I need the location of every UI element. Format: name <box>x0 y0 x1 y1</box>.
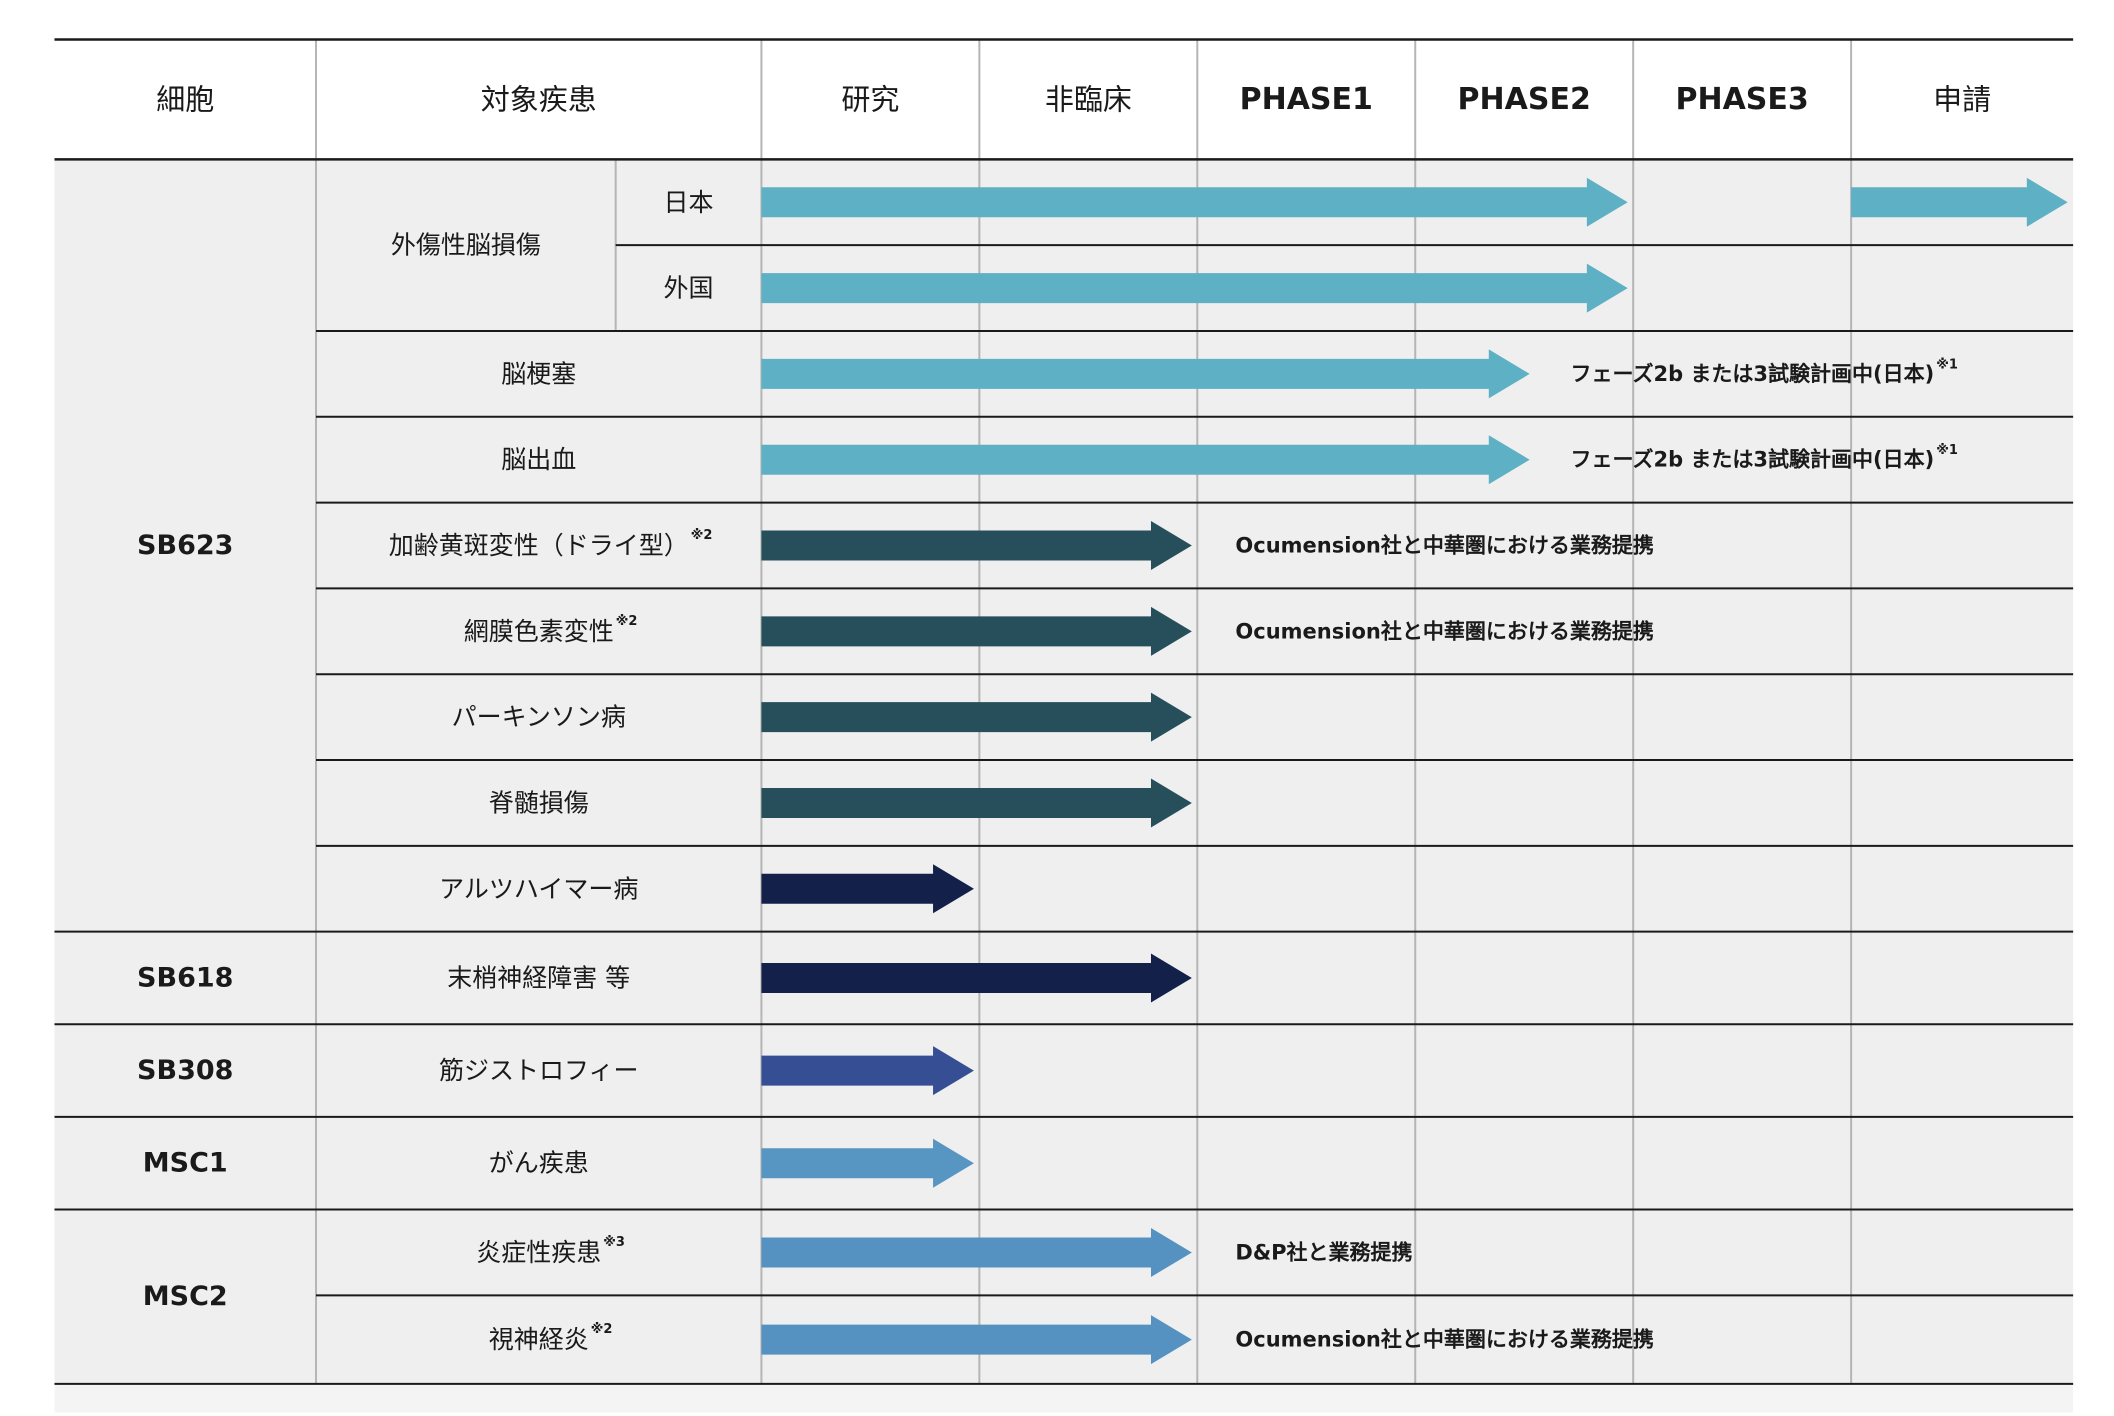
cell-name: MSC1 <box>143 1148 228 1179</box>
disease-label: がん疾患 <box>489 1149 589 1178</box>
status-note: フェーズ2b または3試験計画中(日本) <box>1571 362 1935 386</box>
region-label: 日本 <box>664 188 714 217</box>
disease-label: 脳梗塞 <box>501 359 576 388</box>
progress-arrow <box>761 263 1628 313</box>
progress-arrow <box>1851 177 2068 227</box>
disease-label: パーキンソン病 <box>452 703 626 732</box>
cell-name: SB623 <box>137 530 233 561</box>
progress-arrow <box>761 953 1192 1003</box>
header-phase-label: PHASE3 <box>1675 82 1808 117</box>
progress-arrow <box>761 1315 1192 1365</box>
disease-label: 筋ジストロフィー <box>439 1056 639 1085</box>
disease-label: 炎症性疾患 <box>476 1238 601 1267</box>
header-disease-label: 対象疾患 <box>481 82 597 116</box>
disease-label: 網膜色素変性 <box>464 617 614 646</box>
disease-label: 脳出血 <box>501 445 576 474</box>
footnote-marker: ※2 <box>591 1322 613 1337</box>
status-note: Ocumension社と中華圏における業務提携 <box>1235 534 1653 558</box>
progress-arrow <box>761 778 1192 828</box>
progress-arrow <box>761 606 1192 656</box>
disease-label: 外傷性脳損傷 <box>391 231 541 260</box>
progress-arrow <box>761 1046 974 1096</box>
status-note: Ocumension社と中華圏における業務提携 <box>1235 619 1653 643</box>
disease-label: アルツハイマー病 <box>439 874 638 903</box>
status-note: D&P社と業務提携 <box>1235 1240 1412 1264</box>
progress-arrow <box>761 349 1530 399</box>
region-label: 外国 <box>664 274 714 303</box>
cell-name: SB308 <box>137 1055 233 1086</box>
table-body-background <box>54 159 2074 1384</box>
disease-label: 視神経炎 <box>489 1325 589 1354</box>
cell-name: SB618 <box>137 962 233 993</box>
footnote-marker: ※2 <box>691 528 713 543</box>
disease-label: 加齢黄斑変性（ドライ型） <box>389 531 689 560</box>
header-cell-label: 細胞 <box>156 82 214 116</box>
header-phase-label: 申請 <box>1933 82 1991 116</box>
footnote-marker: ※2 <box>616 614 638 629</box>
status-note: Ocumension社と中華圏における業務提携 <box>1235 1328 1653 1352</box>
progress-arrow <box>761 864 974 914</box>
progress-arrow <box>761 1227 1192 1277</box>
header-phase-label: 非臨床 <box>1045 82 1132 116</box>
status-note: フェーズ2b または3試験計画中(日本) <box>1571 448 1935 472</box>
progress-arrow <box>761 521 1192 571</box>
table-footer-band <box>54 1383 2074 1413</box>
disease-label: 脊髄損傷 <box>489 788 589 817</box>
disease-label: 末梢神経障害 等 <box>447 963 630 992</box>
progress-arrow <box>761 177 1628 227</box>
footnote-marker: ※1 <box>1936 443 1958 458</box>
footnote-marker: ※1 <box>1936 357 1958 372</box>
progress-arrow <box>761 1138 974 1188</box>
progress-arrow <box>761 692 1192 742</box>
progress-arrow <box>761 435 1530 485</box>
cell-name: MSC2 <box>143 1281 228 1312</box>
header-phase-label: PHASE1 <box>1240 82 1373 117</box>
footnote-marker: ※3 <box>603 1235 625 1250</box>
header-phase-label: PHASE2 <box>1458 82 1591 117</box>
header-phase-label: 研究 <box>841 82 899 116</box>
